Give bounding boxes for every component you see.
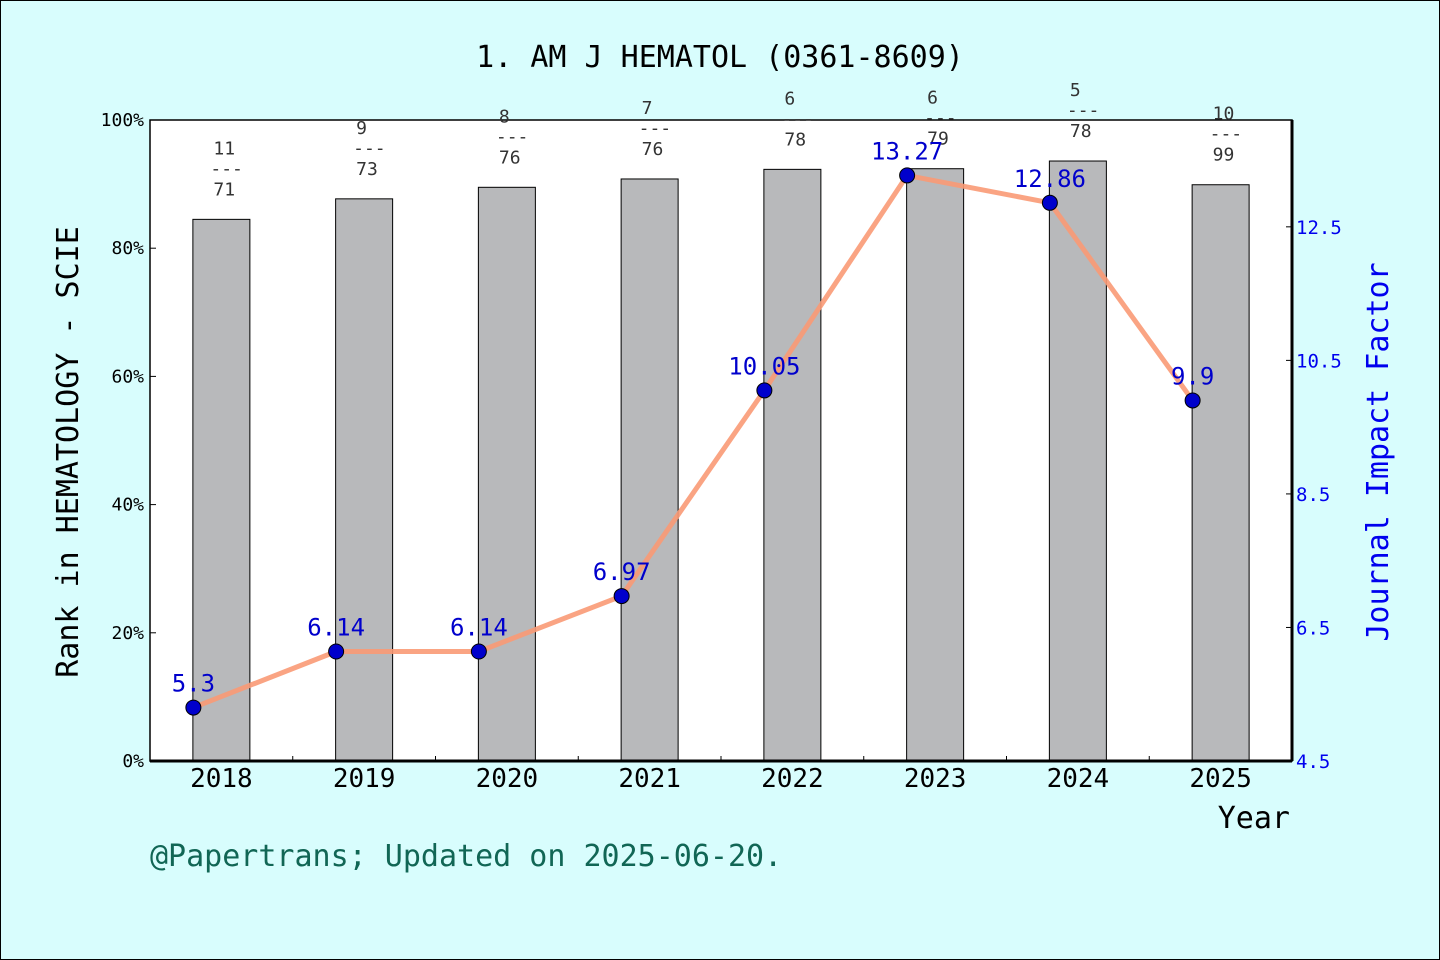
chart-title: 1. AM J HEMATOL (0361-8609) <box>476 40 964 75</box>
impact-factor-point <box>613 588 630 605</box>
impact-factor-point <box>328 643 345 660</box>
rank-label: 6 <box>927 88 938 109</box>
impact-factor-point <box>899 167 916 184</box>
rank-total-label: 71 <box>213 179 235 200</box>
bar-2021 <box>620 178 679 762</box>
rank-divider: --- <box>924 108 957 129</box>
rank-total-label: 99 <box>1213 145 1235 166</box>
left-tick-label: 20% <box>111 623 144 644</box>
bar-2024 <box>1048 160 1107 762</box>
right-tick-label: 10.5 <box>1296 350 1342 372</box>
rank-divider: --- <box>781 108 814 129</box>
rank-label: 7 <box>642 98 653 119</box>
rank-total-label: 76 <box>642 139 664 160</box>
x-tick-label: 2019 <box>333 764 396 794</box>
rank-label: 5 <box>1070 80 1081 101</box>
x-axis-label: Year <box>1218 801 1290 836</box>
rank-label: 10 <box>1213 104 1235 125</box>
impact-factor-label: 10.05 <box>728 352 800 380</box>
bar-2025 <box>1191 184 1250 762</box>
left-tick-label: 40% <box>111 495 144 516</box>
impact-factor-label: 12.86 <box>1014 165 1086 193</box>
impact-factor-label: 13.27 <box>871 137 943 165</box>
impact-factor-point <box>1184 392 1201 409</box>
rank-divider: --- <box>210 158 243 179</box>
bar-2019 <box>335 198 394 762</box>
rank-total-label: 76 <box>499 147 521 168</box>
impact-factor-point <box>1041 194 1058 211</box>
x-tick-label: 2021 <box>618 764 681 794</box>
impact-factor-label: 5.3 <box>172 670 215 698</box>
rank-total-label: 78 <box>784 129 806 150</box>
rank-label: 8 <box>499 106 510 127</box>
right-tick-label: 6.5 <box>1296 617 1330 639</box>
impact-factor-label: 6.14 <box>450 613 508 641</box>
rank-label: 6 <box>784 88 795 109</box>
bar-2022 <box>763 168 822 762</box>
x-tick-label: 2025 <box>1189 764 1252 794</box>
left-tick-label: 0% <box>122 751 144 772</box>
footer-text: @Papertrans; Updated on 2025-06-20. <box>150 839 782 874</box>
rank-label: 9 <box>356 118 367 139</box>
bar-2020 <box>477 186 536 762</box>
impact-factor-label: 9.9 <box>1171 362 1214 390</box>
impact-factor-point <box>185 699 202 716</box>
rank-total-label: 78 <box>1070 121 1092 142</box>
impact-factor-line <box>192 172 1195 710</box>
left-tick-label: 60% <box>111 366 144 387</box>
bar-2023 <box>906 168 965 762</box>
rank-label: 11 <box>213 138 235 159</box>
rank-total-label: 79 <box>927 129 949 150</box>
impact-factor-label: 6.14 <box>307 613 365 641</box>
impact-factor-point <box>470 643 487 660</box>
rank-divider: --- <box>353 138 386 159</box>
left-axis-label: Rank in HEMATOLOGY - SCIE <box>51 226 86 678</box>
impact-factor-label: 6.97 <box>593 558 651 586</box>
rank-divider: --- <box>496 126 529 147</box>
right-tick-label: 8.5 <box>1296 484 1330 506</box>
rank-divider: --- <box>1067 100 1100 121</box>
rank-divider: --- <box>639 118 672 139</box>
rank-total-label: 73 <box>356 159 378 180</box>
impact-factor-point <box>756 382 773 399</box>
right-axis-label: Journal Impact Factor <box>1361 262 1396 641</box>
x-tick-label: 2022 <box>761 764 824 794</box>
x-tick-label: 2020 <box>476 764 539 794</box>
rank-divider: --- <box>1210 124 1243 145</box>
bar-2018 <box>192 218 251 762</box>
plot-area <box>149 119 1293 762</box>
left-tick-label: 100% <box>101 110 145 131</box>
x-tick-label: 2018 <box>190 764 253 794</box>
left-tick-label: 80% <box>111 238 144 259</box>
x-tick-label: 2023 <box>904 764 967 794</box>
right-tick-label: 12.5 <box>1296 217 1342 239</box>
right-tick-label: 4.5 <box>1296 751 1330 773</box>
x-tick-label: 2024 <box>1047 764 1110 794</box>
